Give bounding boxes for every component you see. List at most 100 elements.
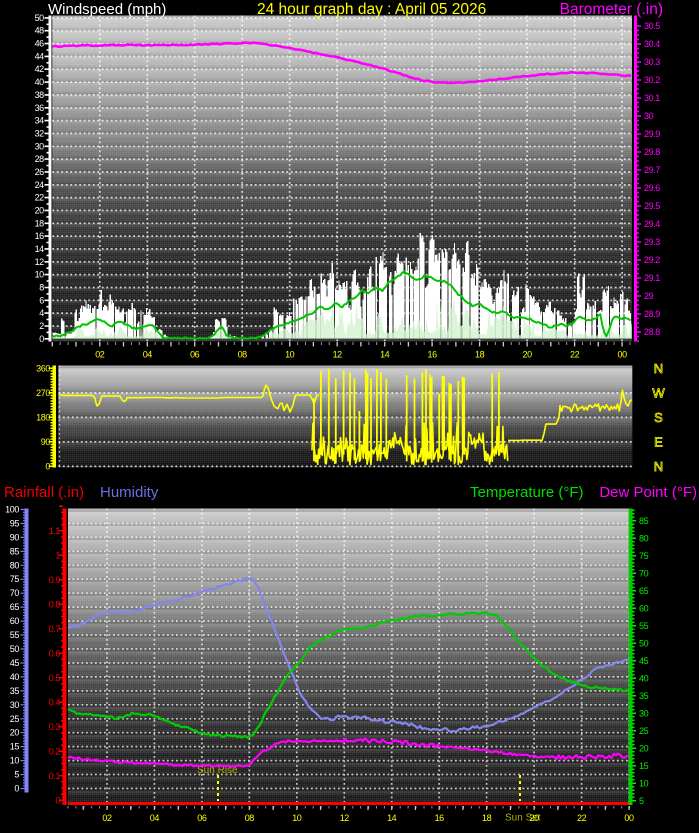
- svg-text:8: 8: [39, 283, 44, 293]
- svg-text:180: 180: [36, 412, 50, 422]
- svg-text:32: 32: [35, 128, 45, 138]
- svg-text:0.3: 0.3: [49, 722, 61, 732]
- svg-text:0.7: 0.7: [49, 624, 61, 634]
- svg-text:30: 30: [35, 141, 45, 151]
- svg-text:30.5: 30.5: [644, 21, 660, 31]
- svg-text:10: 10: [639, 778, 649, 788]
- svg-text:20: 20: [522, 350, 532, 360]
- svg-text:85: 85: [639, 516, 649, 526]
- svg-text:48: 48: [35, 26, 45, 36]
- svg-text:100: 100: [5, 505, 19, 515]
- svg-text:Humidity: Humidity: [100, 484, 159, 501]
- svg-text:E: E: [654, 434, 663, 449]
- svg-text:95: 95: [10, 519, 20, 529]
- svg-text:1.1: 1.1: [49, 526, 61, 536]
- svg-text:25: 25: [639, 726, 649, 736]
- svg-text:10: 10: [285, 350, 295, 360]
- svg-text:02: 02: [102, 813, 112, 823]
- svg-text:14: 14: [35, 244, 45, 254]
- svg-text:29.1: 29.1: [644, 273, 660, 283]
- svg-text:44: 44: [35, 51, 45, 61]
- svg-text:4: 4: [39, 308, 44, 318]
- svg-text:02: 02: [95, 350, 105, 360]
- svg-text:22: 22: [577, 813, 587, 823]
- svg-text:75: 75: [10, 574, 20, 584]
- svg-text:70: 70: [639, 568, 649, 578]
- svg-text:29.5: 29.5: [644, 201, 660, 211]
- svg-text:08: 08: [245, 813, 255, 823]
- svg-text:20: 20: [639, 743, 649, 753]
- svg-text:6: 6: [39, 295, 44, 305]
- svg-text:20: 20: [529, 813, 539, 823]
- svg-text:08: 08: [238, 350, 248, 360]
- svg-text:30.3: 30.3: [644, 57, 660, 67]
- svg-text:60: 60: [10, 616, 20, 626]
- svg-text:24 hour graph day : April 05 2: 24 hour graph day : April 05 2026: [257, 1, 486, 18]
- svg-text:80: 80: [10, 560, 20, 570]
- svg-text:80: 80: [639, 533, 649, 543]
- svg-text:25: 25: [10, 714, 20, 724]
- svg-text:30: 30: [639, 708, 649, 718]
- svg-text:12: 12: [340, 813, 350, 823]
- svg-text:55: 55: [639, 621, 649, 631]
- svg-text:W: W: [652, 385, 665, 400]
- svg-text:18: 18: [482, 813, 492, 823]
- svg-text:29: 29: [644, 291, 654, 301]
- svg-text:42: 42: [35, 64, 45, 74]
- svg-text:04: 04: [150, 813, 160, 823]
- svg-text:00: 00: [617, 350, 627, 360]
- svg-text:16: 16: [427, 350, 437, 360]
- svg-text:36: 36: [35, 103, 45, 113]
- svg-text:10: 10: [10, 756, 20, 766]
- svg-text:14: 14: [387, 813, 397, 823]
- svg-text:5: 5: [14, 770, 19, 780]
- svg-text:29.2: 29.2: [644, 255, 660, 265]
- svg-text:85: 85: [10, 546, 20, 556]
- svg-text:30: 30: [10, 700, 20, 710]
- svg-text:22: 22: [35, 193, 45, 203]
- svg-text:Windspeed (mph): Windspeed (mph): [48, 1, 166, 18]
- svg-text:29.7: 29.7: [644, 165, 660, 175]
- svg-text:29.3: 29.3: [644, 237, 660, 247]
- svg-text:2: 2: [39, 321, 44, 331]
- svg-text:Temperature (°F): Temperature (°F): [470, 484, 584, 501]
- svg-text:0: 0: [45, 461, 50, 471]
- svg-text:29.8: 29.8: [644, 147, 660, 157]
- svg-text:12: 12: [35, 257, 45, 267]
- svg-text:30.4: 30.4: [644, 39, 660, 49]
- svg-text:45: 45: [10, 658, 20, 668]
- svg-text:Rainfall (.in): Rainfall (.in): [4, 484, 84, 501]
- svg-text:14: 14: [380, 350, 390, 360]
- svg-text:15: 15: [10, 742, 20, 752]
- svg-text:15: 15: [639, 761, 649, 771]
- svg-text:28.8: 28.8: [644, 327, 660, 337]
- svg-text:70: 70: [10, 588, 20, 598]
- svg-text:28.9: 28.9: [644, 309, 660, 319]
- svg-text:38: 38: [35, 90, 45, 100]
- svg-text:5: 5: [639, 796, 644, 806]
- svg-text:0.5: 0.5: [49, 673, 61, 683]
- svg-text:29.9: 29.9: [644, 129, 660, 139]
- svg-text:20: 20: [10, 728, 20, 738]
- svg-text:46: 46: [35, 39, 45, 49]
- svg-text:75: 75: [639, 551, 649, 561]
- svg-text:90: 90: [10, 532, 20, 542]
- svg-text:Sun Rise: Sun Rise: [197, 765, 238, 776]
- svg-text:360: 360: [36, 363, 50, 373]
- svg-text:35: 35: [10, 686, 20, 696]
- svg-text:06: 06: [197, 813, 207, 823]
- svg-text:0: 0: [55, 795, 60, 805]
- svg-text:29.4: 29.4: [644, 219, 660, 229]
- svg-text:50: 50: [35, 13, 45, 23]
- svg-text:0.1: 0.1: [49, 771, 61, 781]
- svg-text:90: 90: [41, 437, 51, 447]
- svg-text:N: N: [654, 459, 663, 474]
- svg-text:1: 1: [55, 550, 60, 560]
- svg-text:28: 28: [35, 154, 45, 164]
- svg-text:12: 12: [333, 350, 343, 360]
- svg-text:20: 20: [35, 205, 45, 215]
- svg-text:04: 04: [143, 350, 153, 360]
- svg-text:50: 50: [10, 644, 20, 654]
- svg-text:0.2: 0.2: [49, 746, 61, 756]
- svg-text:270: 270: [36, 388, 50, 398]
